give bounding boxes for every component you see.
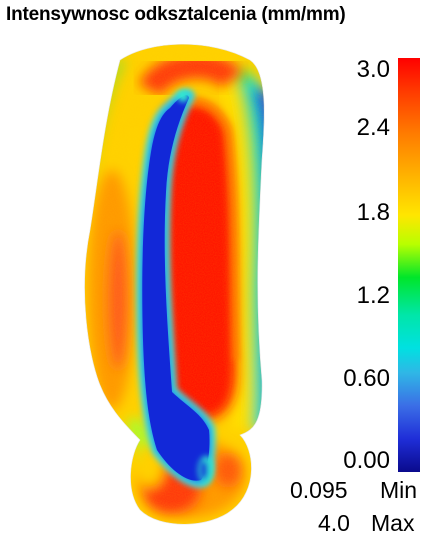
colorbar-tick-label: 1.2 [356, 282, 390, 309]
colorbar [398, 58, 420, 472]
colorbar-tick-label: 1.8 [356, 199, 390, 226]
plot-title: Intensywnosc odksztalcenia (mm/mm) [6, 4, 346, 25]
max-label: Max [371, 510, 415, 536]
colorbar-tick-label: 3.0 [356, 56, 390, 83]
min-label: Min [380, 477, 418, 503]
min-value: 0.095 [290, 477, 348, 503]
max-value: 4.0 [318, 510, 350, 536]
specimen-body [84, 44, 265, 525]
colorbar-tick-label: 0.00 [343, 447, 390, 474]
colorbar-tick-label: 0.60 [343, 365, 390, 392]
colorbar-tick-label: 2.4 [356, 114, 390, 141]
